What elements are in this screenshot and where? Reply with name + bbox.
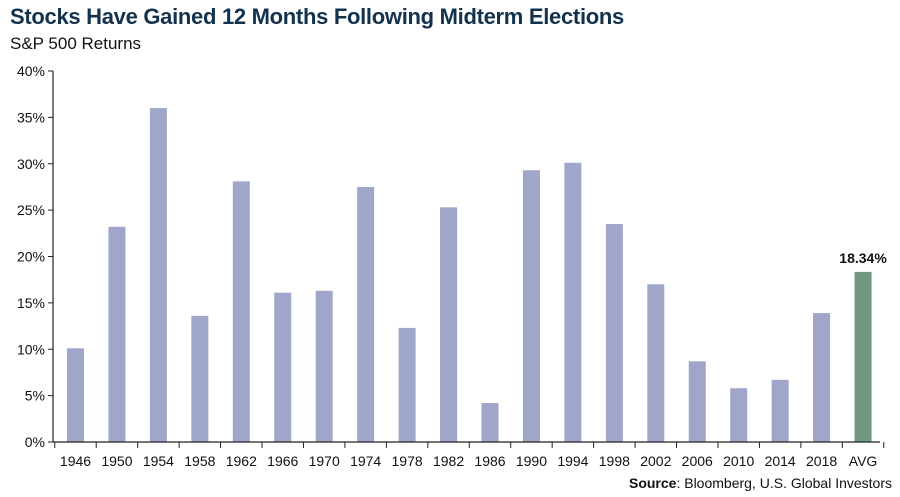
bar-1962 bbox=[232, 181, 250, 442]
x-axis: 1946 1950 1954 1958 1962 1966 1970 1974 1978 1982… bbox=[53, 441, 885, 469]
x-tick-label: 2002 bbox=[640, 453, 671, 469]
bar-1998 bbox=[605, 224, 623, 442]
x-tick-label: 1978 bbox=[392, 453, 423, 469]
x-tick-label: AVG bbox=[849, 453, 878, 469]
bar-2014 bbox=[771, 379, 789, 442]
x-tick-label: 1966 bbox=[267, 453, 298, 469]
bar-1958 bbox=[191, 315, 209, 442]
bar-1978 bbox=[398, 327, 416, 442]
x-tick-label: 1962 bbox=[226, 453, 257, 469]
source-text: : Bloomberg, U.S. Global Investors bbox=[676, 475, 892, 491]
bar-average bbox=[854, 271, 872, 442]
y-tick-label: 35% bbox=[17, 109, 45, 125]
y-tick-label: 40% bbox=[17, 63, 45, 79]
average-data-label: 18.34% bbox=[839, 250, 887, 266]
y-tick-label: 0% bbox=[25, 434, 45, 450]
y-tick-label: 30% bbox=[17, 156, 45, 172]
x-tick-label: 2014 bbox=[765, 453, 796, 469]
x-tick-label: 2018 bbox=[806, 453, 837, 469]
x-tick-label: 1946 bbox=[60, 453, 91, 469]
x-tick-label: 1950 bbox=[101, 453, 132, 469]
x-tick-label: 1970 bbox=[309, 453, 340, 469]
y-tick-label: 10% bbox=[17, 341, 45, 357]
bar-1974 bbox=[357, 186, 375, 442]
x-tick-label: 2006 bbox=[682, 453, 713, 469]
y-axis: 0% 5% 10% 15% 20% 25% 30% 35% 40% bbox=[17, 63, 54, 450]
bar-2010 bbox=[730, 388, 748, 442]
bar-1950 bbox=[108, 226, 126, 442]
chart-title: Stocks Have Gained 12 Months Following M… bbox=[10, 4, 624, 29]
bar-1946 bbox=[67, 348, 84, 442]
bar-1966 bbox=[274, 292, 292, 442]
x-tick-label: 1998 bbox=[599, 453, 630, 469]
y-tick-label: 25% bbox=[17, 202, 45, 218]
x-tick-label: 1994 bbox=[557, 453, 588, 469]
x-tick-label: 1986 bbox=[474, 453, 505, 469]
x-tick-label: 1990 bbox=[516, 453, 547, 469]
y-tick-label: 20% bbox=[17, 249, 45, 265]
x-tick-label: 1958 bbox=[184, 453, 215, 469]
bar-1994 bbox=[564, 162, 582, 442]
bar-2006 bbox=[688, 361, 706, 442]
bar-1990 bbox=[522, 170, 540, 442]
bar-1982 bbox=[440, 207, 458, 442]
x-tick-label: 1982 bbox=[433, 453, 464, 469]
x-tick-label: 1954 bbox=[143, 453, 174, 469]
x-tick-label: 2010 bbox=[723, 453, 754, 469]
x-tick-label: 1974 bbox=[350, 453, 381, 469]
chart-subtitle: S&P 500 Returns bbox=[10, 34, 142, 53]
y-tick-label: 5% bbox=[25, 388, 45, 404]
bar-1986 bbox=[481, 403, 499, 442]
bar-1954 bbox=[149, 108, 167, 442]
bar-2002 bbox=[647, 284, 665, 442]
bar-1970 bbox=[315, 290, 333, 442]
bars-group: 18.34% bbox=[67, 108, 887, 442]
source-note: Source: Bloomberg, U.S. Global Investors bbox=[629, 475, 892, 491]
bar-2018 bbox=[813, 313, 831, 442]
source-label: Source bbox=[628, 475, 677, 491]
y-tick-label: 15% bbox=[17, 295, 45, 311]
